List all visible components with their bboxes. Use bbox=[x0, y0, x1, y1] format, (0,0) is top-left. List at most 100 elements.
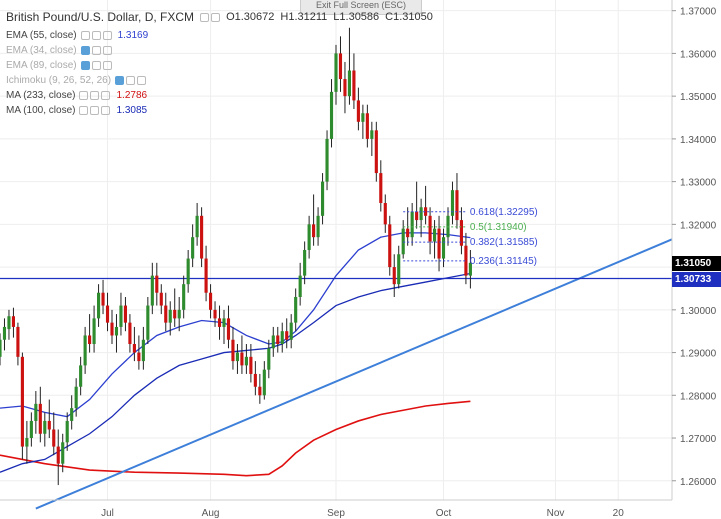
candle-body bbox=[173, 309, 177, 319]
close-icon[interactable] bbox=[137, 76, 147, 85]
candle-body bbox=[128, 322, 132, 345]
candle-body bbox=[271, 335, 275, 349]
symbol-row: British Pound/U.S. Dollar, D, FXCM O1.30… bbox=[6, 10, 433, 24]
indicator-label: EMA (55, close) bbox=[6, 30, 77, 41]
eye-icon[interactable] bbox=[115, 76, 125, 85]
gear-icon[interactable] bbox=[91, 31, 101, 40]
candle-body bbox=[88, 335, 92, 345]
x-tick-label: 20 bbox=[613, 508, 625, 519]
candle-body bbox=[244, 356, 248, 366]
indicator-value: 1.3169 bbox=[117, 30, 149, 41]
annotations: 0.618(1.32295) 0.5(1.31940) 0.382(1.31585)… bbox=[403, 207, 538, 267]
candle-body bbox=[253, 373, 257, 387]
candle-body bbox=[231, 339, 235, 362]
gear-icon[interactable] bbox=[211, 12, 221, 22]
eye-icon[interactable] bbox=[80, 61, 90, 70]
candle-body bbox=[70, 408, 74, 421]
candle-body bbox=[119, 305, 123, 327]
candle-body bbox=[383, 202, 387, 225]
close-icon[interactable] bbox=[102, 46, 112, 55]
indicator-controls bbox=[80, 31, 112, 40]
gear-icon[interactable] bbox=[91, 61, 101, 70]
eye-icon[interactable] bbox=[80, 31, 90, 40]
x-tick-label: Oct bbox=[436, 508, 452, 519]
indicator-row[interactable]: MA (100, close) 1.3085 bbox=[6, 103, 433, 118]
indicator-label: EMA (89, close) bbox=[6, 60, 77, 71]
indicator-controls bbox=[80, 61, 112, 70]
eye-icon[interactable] bbox=[79, 106, 89, 115]
candle-body bbox=[258, 386, 262, 396]
eye-icon[interactable] bbox=[80, 46, 90, 55]
gear-icon[interactable] bbox=[91, 46, 101, 55]
candle-body bbox=[370, 130, 374, 139]
high-value: H1.31211 bbox=[280, 11, 328, 23]
candle-body bbox=[325, 138, 329, 182]
eye-icon[interactable] bbox=[200, 12, 210, 22]
fib-level-label: 0.236(1.31145) bbox=[470, 256, 537, 267]
candle-body bbox=[316, 215, 320, 238]
indicator-row[interactable]: EMA (55, close) 1.3169 bbox=[6, 28, 433, 43]
exit-fullscreen-button[interactable]: Exit Full Screen (ESC) bbox=[300, 0, 422, 15]
candle-body bbox=[240, 352, 244, 366]
candle-body bbox=[110, 322, 114, 336]
candle-body bbox=[74, 386, 78, 409]
indicator-label: EMA (34, close) bbox=[6, 45, 77, 56]
indicator-row[interactable]: MA (233, close) 1.2786 bbox=[6, 88, 433, 103]
indicator-row[interactable]: EMA (34, close) bbox=[6, 43, 433, 58]
candle-body bbox=[334, 53, 338, 92]
y-tick-label: 1.35000 bbox=[680, 92, 717, 103]
gear-icon[interactable] bbox=[90, 91, 100, 100]
candle-body bbox=[146, 305, 150, 340]
x-axis[interactable]: Jul Aug Sep Oct Nov 20 bbox=[101, 508, 624, 519]
candle-body bbox=[343, 79, 347, 97]
ohlc-values: O1.30672 H1.31211 L1.30586 C1.31050 bbox=[226, 11, 433, 23]
indicator-row[interactable]: EMA (89, close) bbox=[6, 58, 433, 73]
candle-body bbox=[388, 224, 392, 268]
gear-icon[interactable] bbox=[126, 76, 136, 85]
overlay-lines bbox=[0, 232, 673, 510]
candle-body bbox=[159, 292, 163, 306]
indicator-label: Ichimoku (9, 26, 52, 26) bbox=[6, 75, 112, 86]
candles bbox=[0, 27, 472, 486]
x-tick-label: Aug bbox=[202, 508, 220, 519]
candle-body bbox=[455, 190, 459, 221]
symbol-controls bbox=[200, 12, 221, 22]
candle-body bbox=[114, 326, 119, 336]
candle-body bbox=[29, 420, 33, 439]
candle-body bbox=[25, 438, 29, 447]
candle-body bbox=[92, 318, 96, 345]
eye-icon[interactable] bbox=[79, 91, 89, 100]
candle-body bbox=[437, 228, 441, 259]
candle-body bbox=[200, 215, 204, 259]
open-value: O1.30672 bbox=[226, 11, 275, 23]
gear-icon[interactable] bbox=[90, 106, 100, 115]
indicator-row[interactable]: Ichimoku (9, 26, 52, 26) bbox=[6, 73, 433, 88]
symbol-title[interactable]: British Pound/U.S. Dollar, D, FXCM bbox=[6, 10, 195, 24]
candle-body bbox=[428, 215, 432, 242]
close-icon[interactable] bbox=[101, 91, 111, 100]
candle-body bbox=[276, 335, 280, 345]
x-tick-label: Nov bbox=[547, 508, 565, 519]
candle-body bbox=[464, 245, 468, 276]
candle-body bbox=[2, 326, 7, 340]
candle-body bbox=[289, 322, 293, 340]
candle-body bbox=[83, 335, 87, 366]
low-value: L1.30586 bbox=[333, 11, 380, 23]
candle-body bbox=[217, 318, 222, 327]
y-tick-label: 1.37000 bbox=[680, 7, 717, 18]
last-price-label: 1.31050 bbox=[672, 255, 721, 271]
close-icon[interactable] bbox=[101, 106, 111, 115]
candle-body bbox=[213, 309, 217, 319]
close-value: C1.31050 bbox=[385, 11, 433, 23]
candle-body bbox=[38, 403, 42, 434]
candle-body bbox=[52, 429, 56, 447]
candle-body bbox=[141, 339, 145, 362]
close-icon[interactable] bbox=[102, 31, 112, 40]
y-tick-label: 1.33000 bbox=[680, 178, 717, 189]
candle-body bbox=[105, 305, 110, 323]
close-icon[interactable] bbox=[102, 61, 112, 70]
y-tick-label: 1.27000 bbox=[680, 434, 717, 445]
indicator-controls bbox=[80, 46, 112, 55]
